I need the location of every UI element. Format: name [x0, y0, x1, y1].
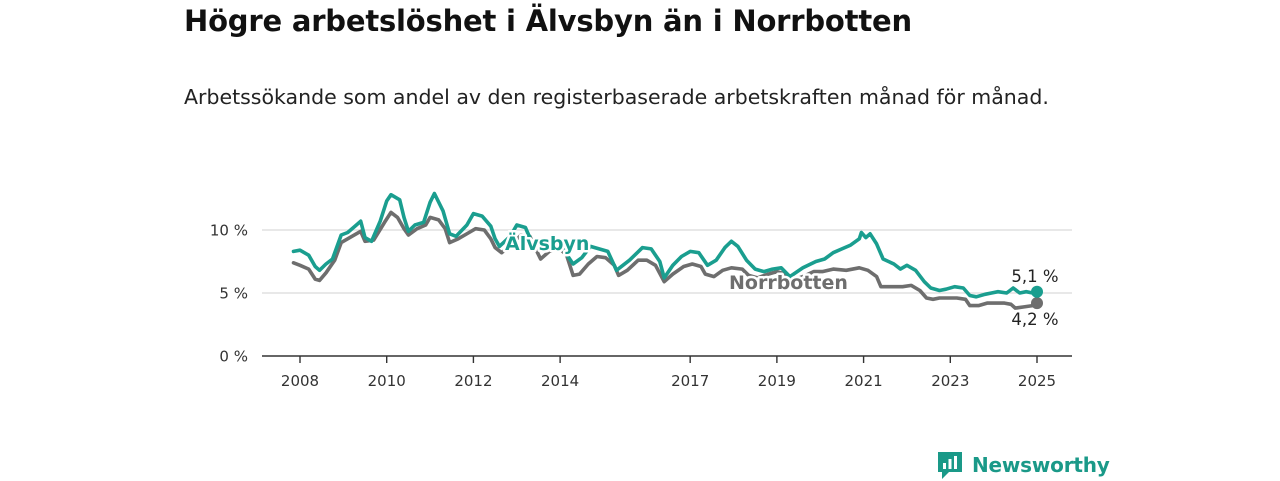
end-value-label-norrbotten: 4,2 % [1011, 310, 1058, 329]
x-tick-label: 2023 [931, 372, 969, 390]
series-label-norrbotten: Norrbotten [729, 272, 848, 294]
brand-name: Newsworthy [972, 453, 1110, 477]
x-tick-label: 2019 [758, 372, 796, 390]
chart-title: Högre arbetslöshet i Älvsbyn än i Norrbo… [184, 4, 912, 38]
series-line-norrbotten [291, 210, 1039, 310]
x-tick-label: 2014 [541, 372, 579, 390]
line-chart: 0 %5 %10 % 2008 2010 2012 2014 2017 2019 2021 2… [210, 191, 1072, 390]
series-group [291, 191, 1043, 310]
series-end-point-alvsbyn [1031, 285, 1043, 298]
x-tick-label: 2012 [454, 372, 492, 390]
x-axis: 2008 2010 2012 2014 2017 2019 2021 2023 2025 [262, 355, 1072, 390]
series-line-alvsbyn [291, 191, 1039, 299]
y-tick-label: 10 % [210, 222, 248, 240]
x-tick-label: 2010 [368, 372, 406, 390]
series-labels: Älvsbyn Norrbotten 5,1 % 4,2 % [503, 229, 1059, 330]
bar-chart-speech-bubble-icon [938, 452, 962, 479]
series-label-alvsbyn: Älvsbyn [505, 231, 589, 255]
brand-logo: Newsworthy [936, 449, 1110, 481]
chart-subtitle: Arbetssökande som andel av den registerb… [184, 85, 1049, 109]
series-end-point-norrbotten [1031, 297, 1043, 310]
gridlines [262, 229, 1072, 294]
x-tick-label: 2017 [671, 372, 709, 390]
y-tick-label: 0 % [219, 348, 248, 366]
y-axis: 0 % 5 % 10 % [210, 222, 248, 366]
x-tick-label: 2021 [844, 372, 882, 390]
x-tick-label: 2025 [1018, 372, 1056, 390]
end-value-label-alvsbyn: 5,1 % [1011, 267, 1058, 286]
y-tick-label: 5 % [219, 285, 248, 303]
x-tick-label: 2008 [281, 372, 319, 390]
